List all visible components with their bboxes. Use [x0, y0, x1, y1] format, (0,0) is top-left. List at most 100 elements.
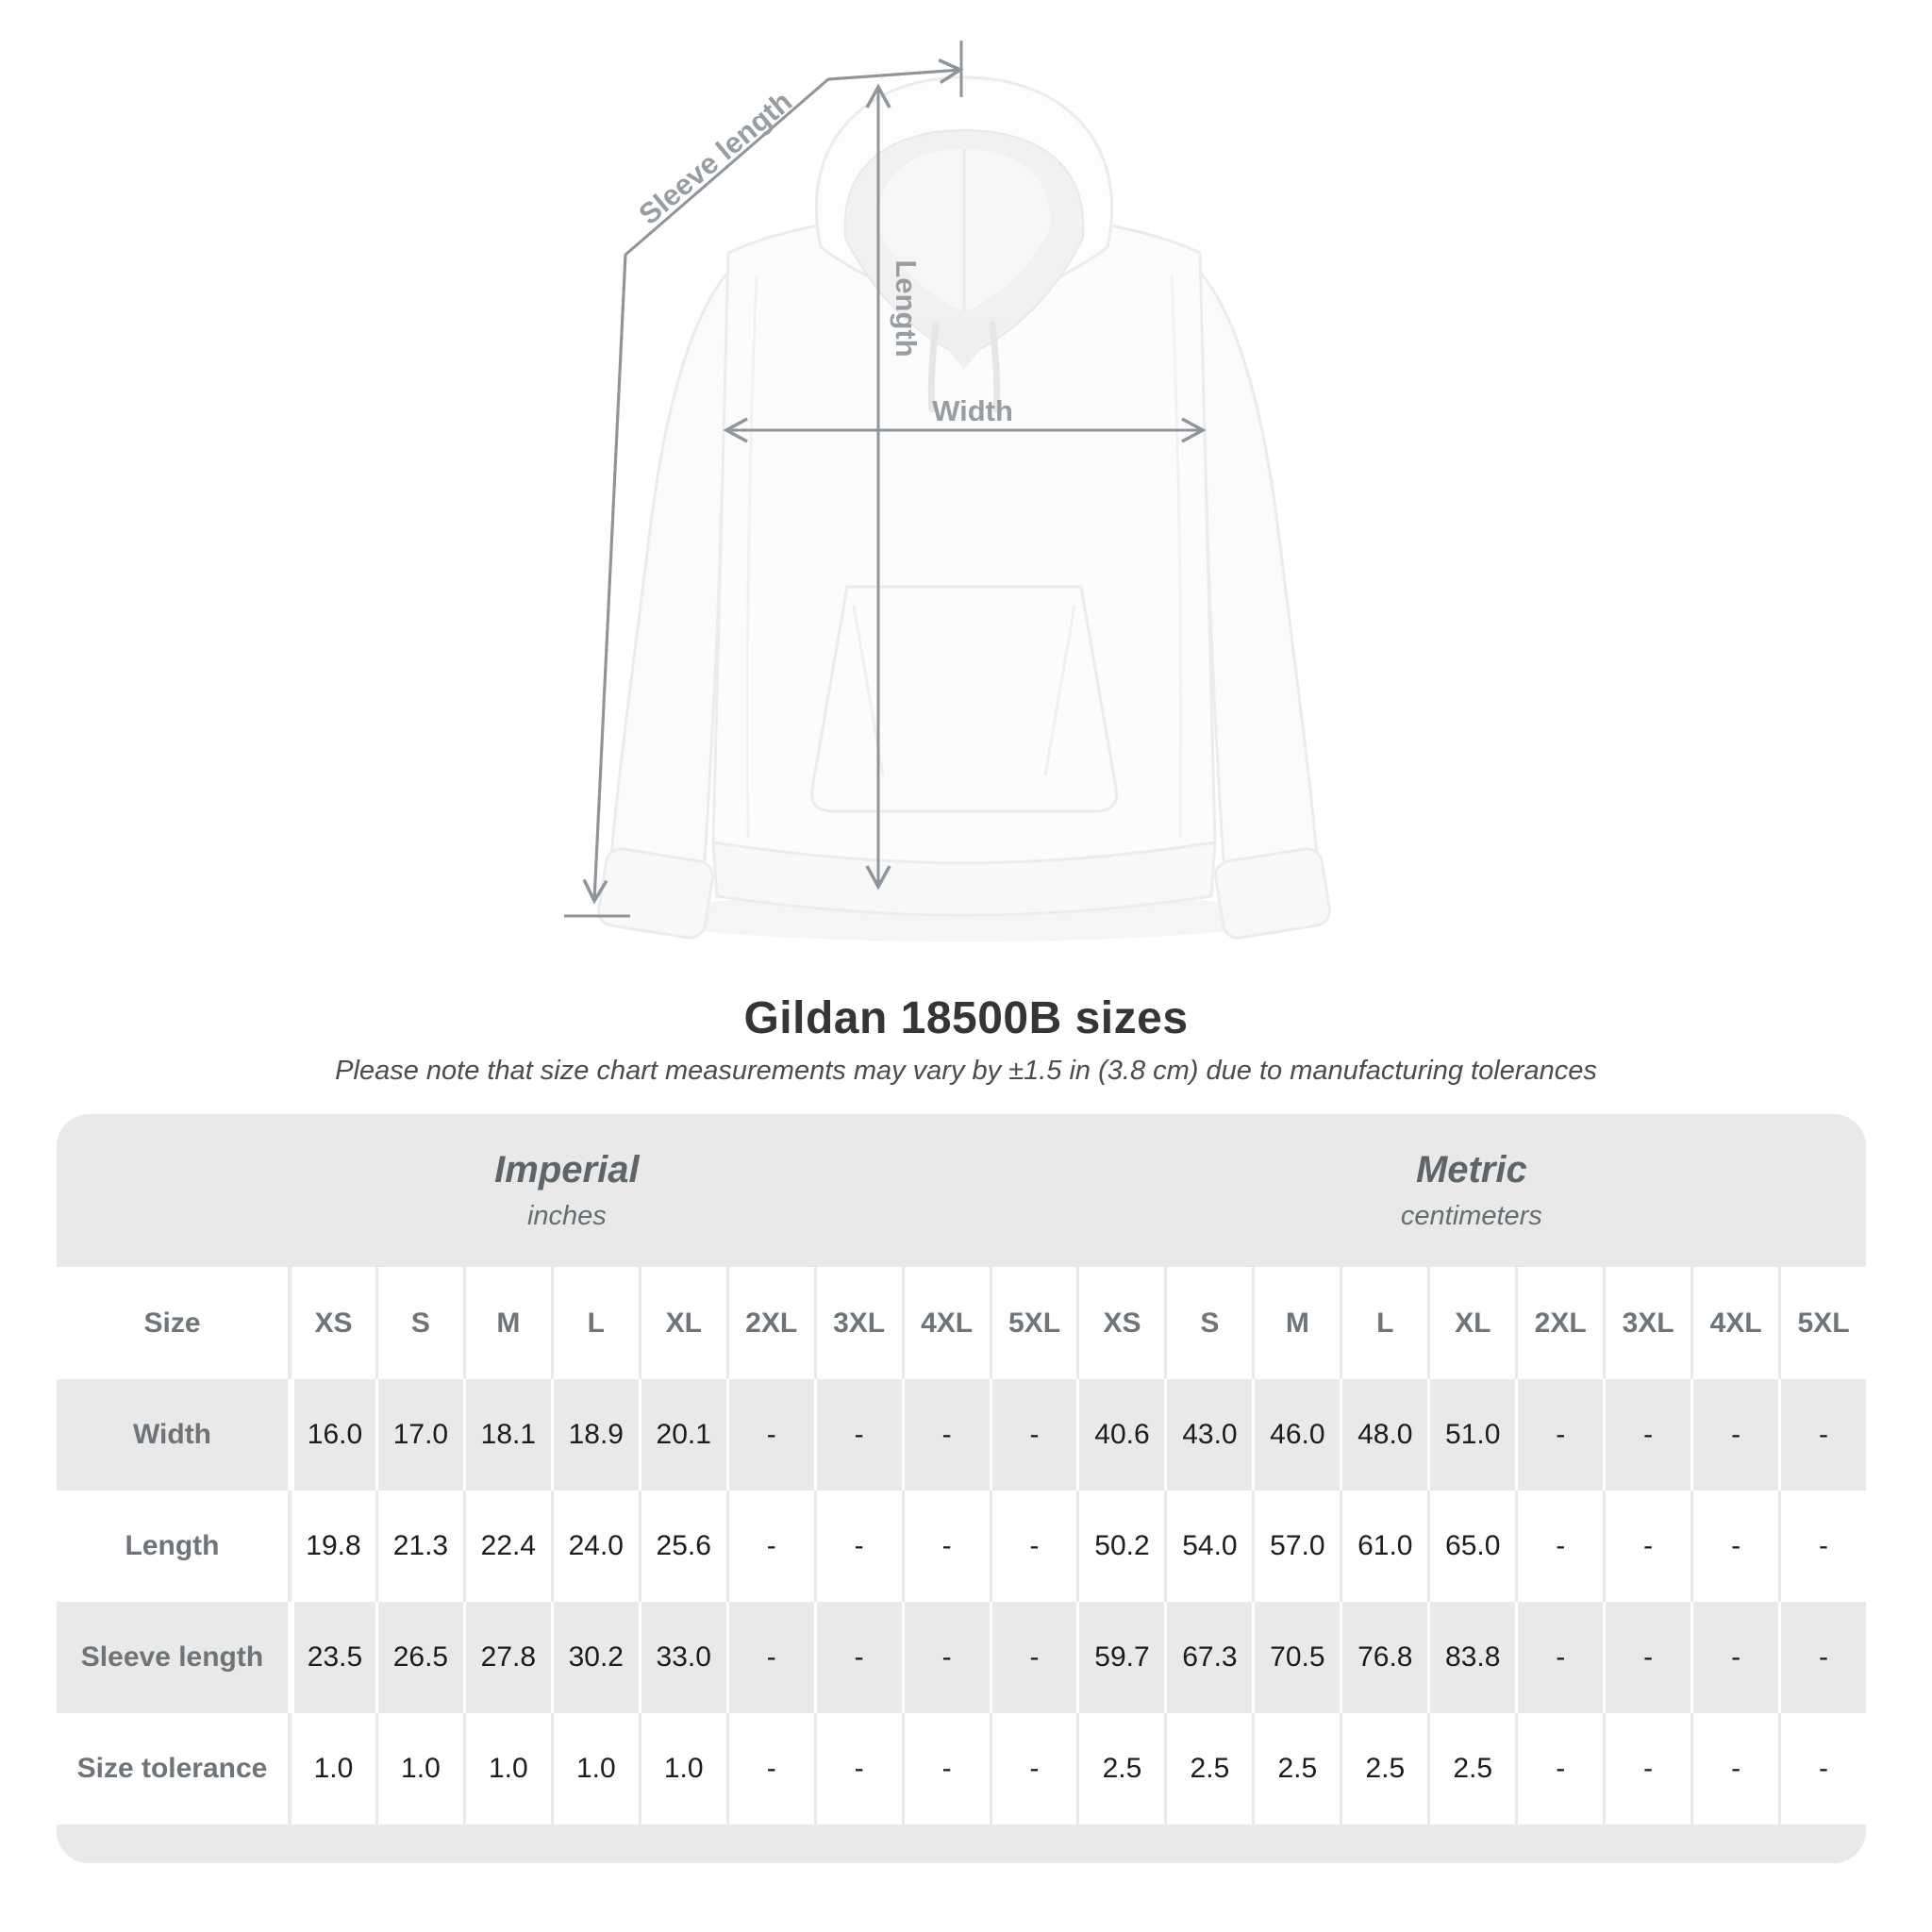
imperial-value-cell: 18.9: [550, 1379, 639, 1491]
imperial-value-cell: 25.6: [638, 1491, 726, 1602]
metric-size-column-4xl: 4XL: [1690, 1267, 1778, 1379]
imperial-value-cell: -: [901, 1713, 990, 1824]
metric-value-cell: 76.8: [1340, 1602, 1427, 1713]
imperial-size-column-l: L: [550, 1267, 639, 1379]
metric-value-cell: 2.5: [1427, 1713, 1515, 1824]
imperial-value-cell: 27.8: [462, 1602, 551, 1713]
imperial-value-cell: -: [725, 1602, 814, 1713]
imperial-size-column-m: M: [462, 1267, 551, 1379]
imperial-value-cell: 22.4: [462, 1491, 551, 1602]
imperial-value-cell: 19.8: [288, 1491, 375, 1602]
imperial-value-cell: -: [813, 1491, 902, 1602]
metric-value-cell: 57.0: [1252, 1491, 1340, 1602]
imperial-value-cell: -: [725, 1713, 814, 1824]
metric-value-cell: -: [1603, 1713, 1690, 1824]
imperial-value-cell: -: [901, 1602, 990, 1713]
imperial-value-cell: -: [813, 1713, 902, 1824]
hoodie-right-seam: [1170, 275, 1183, 839]
size-header-row: Size XS S M L XL 2XL 3XL 4XL 5XL XS S M L XL 2XL 3XL 4XL 5…: [57, 1267, 1866, 1379]
metric-value-cell: -: [1515, 1713, 1603, 1824]
imperial-value-cell: 30.2: [550, 1602, 639, 1713]
unit-header: Imperial inches Metric centimeters: [57, 1114, 1866, 1267]
imperial-value-cell: 17.0: [375, 1379, 463, 1491]
imperial-value-cell: 18.1: [462, 1379, 551, 1491]
imperial-size-column-xs: XS: [288, 1267, 375, 1379]
hoodie-left-cuff: [597, 847, 714, 940]
imperial-value-cell: -: [989, 1713, 1077, 1824]
metric-value-cell: 2.5: [1164, 1713, 1252, 1824]
size-header-label: Size: [143, 1307, 201, 1339]
hoodie-right-cuff: [1214, 847, 1331, 940]
metric-size-column-5xl: 5XL: [1778, 1267, 1866, 1379]
size-chart-table: Imperial inches Metric centimeters Size X…: [57, 1114, 1866, 1863]
row-label: Length: [125, 1530, 220, 1561]
metric-value-cell: -: [1515, 1491, 1603, 1602]
imperial-value-cell: 1.0: [288, 1713, 375, 1824]
metric-value-cell: 40.6: [1076, 1379, 1164, 1491]
metric-size-column-xl: XL: [1427, 1267, 1515, 1379]
imperial-size-column-3xl: 3XL: [813, 1267, 902, 1379]
imperial-sublabel: inches: [526, 1201, 607, 1231]
metric-unit-group: Metric centimeters: [1077, 1114, 1866, 1267]
metric-value-cell: -: [1603, 1602, 1690, 1713]
metric-size-column-3xl: 3XL: [1603, 1267, 1690, 1379]
imperial-value-cell: -: [725, 1491, 814, 1602]
imperial-value-cell: -: [813, 1379, 902, 1491]
drawstring-left: [927, 321, 940, 413]
measurement-row-sleeve-length: Sleeve length 23.5 26.5 27.8 30.2 33.0- - - -59.…: [57, 1602, 1866, 1713]
hoodie-illustration: [597, 75, 1331, 941]
metric-value-cell: -: [1778, 1379, 1866, 1491]
imperial-value-cell: 33.0: [638, 1602, 726, 1713]
metric-value-cell: 65.0: [1427, 1491, 1515, 1602]
imperial-value-cell: 23.5: [288, 1602, 375, 1713]
imperial-value-cell: 21.3: [375, 1491, 463, 1602]
measurement-row-size-tolerance: Size tolerance 1.0 1.0 1.0 1.0 1.0- - - -2.5 2.5 2…: [57, 1713, 1866, 1824]
imperial-value-cell: 1.0: [462, 1713, 551, 1824]
metric-value-cell: -: [1603, 1379, 1690, 1491]
imperial-value-cell: 1.0: [375, 1713, 463, 1824]
metric-value-cell: 48.0: [1340, 1379, 1427, 1491]
imperial-value-cell: 1.0: [550, 1713, 639, 1824]
imperial-value-cell: -: [725, 1379, 814, 1491]
metric-value-cell: -: [1690, 1602, 1778, 1713]
metric-value-cell: 2.5: [1076, 1713, 1164, 1824]
metric-label: Metric: [1415, 1149, 1527, 1191]
metric-size-column-l: L: [1340, 1267, 1427, 1379]
metric-value-cell: 51.0: [1427, 1379, 1515, 1491]
metric-size-column-s: S: [1164, 1267, 1252, 1379]
imperial-value-cell: -: [901, 1491, 990, 1602]
hoodie-measurement-figure: Sleeve length Length Width: [564, 41, 1331, 941]
metric-value-cell: -: [1778, 1602, 1866, 1713]
imperial-value-cell: 16.0: [288, 1379, 375, 1491]
metric-value-cell: 43.0: [1164, 1379, 1252, 1491]
imperial-value-cell: 1.0: [638, 1713, 726, 1824]
hoodie-left-seam: [745, 275, 758, 839]
metric-sublabel: centimeters: [1400, 1201, 1542, 1231]
metric-value-cell: 70.5: [1252, 1602, 1340, 1713]
metric-value-cell: 2.5: [1340, 1713, 1427, 1824]
page-subtitle: Please note that size chart measurements…: [335, 1056, 1597, 1086]
metric-size-column-2xl: 2XL: [1515, 1267, 1603, 1379]
metric-value-cell: 50.2: [1076, 1491, 1164, 1602]
imperial-size-column-2xl: 2XL: [725, 1267, 814, 1379]
imperial-value-cell: -: [989, 1379, 1077, 1491]
row-label: Size tolerance: [76, 1753, 268, 1784]
hoodie-pocket: [809, 585, 1119, 813]
imperial-value-cell: -: [989, 1602, 1077, 1713]
metric-value-cell: -: [1603, 1491, 1690, 1602]
imperial-value-cell: 20.1: [638, 1379, 726, 1491]
imperial-size-column-s: S: [375, 1267, 463, 1379]
metric-value-cell: 2.5: [1252, 1713, 1340, 1824]
measurement-row-width: Width 16.0 17.0 18.1 18.9 20.1- - - -40.6 43.0 46.…: [57, 1379, 1866, 1491]
length-label: Length: [890, 259, 923, 357]
metric-value-cell: -: [1515, 1602, 1603, 1713]
page-title: Gildan 18500B sizes: [743, 993, 1189, 1043]
metric-value-cell: -: [1690, 1379, 1778, 1491]
sleeve-length-label: Sleeve length: [633, 85, 799, 231]
imperial-value-cell: -: [813, 1602, 902, 1713]
imperial-value-cell: 26.5: [375, 1602, 463, 1713]
pocket-right-slit: [1043, 605, 1076, 776]
metric-value-cell: 46.0: [1252, 1379, 1340, 1491]
sleeve-length-arrow-top: [827, 58, 964, 85]
metric-value-cell: 83.8: [1427, 1602, 1515, 1713]
